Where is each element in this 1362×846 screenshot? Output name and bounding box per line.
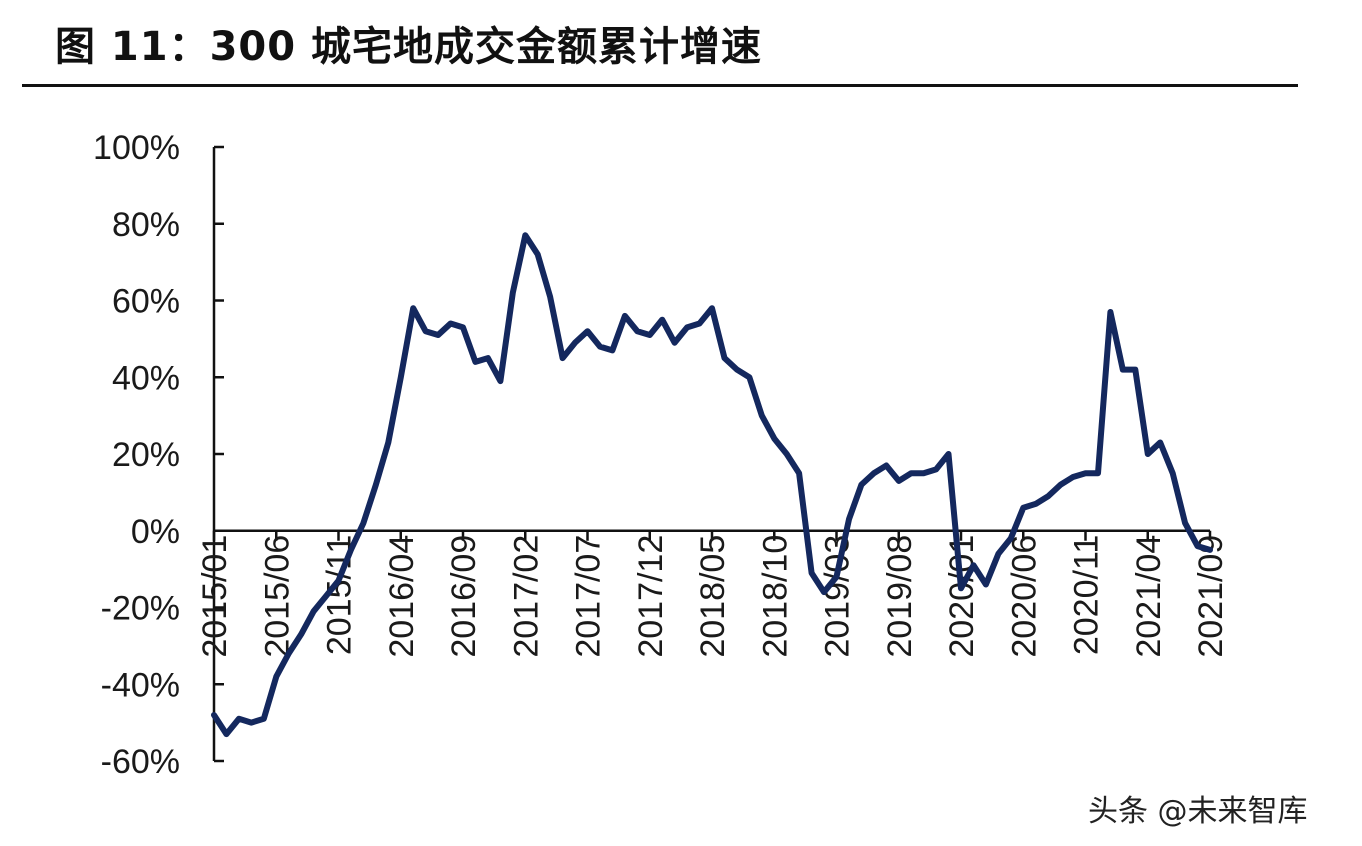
y-tick-label: -20% [101,590,180,628]
y-tick-label: -40% [101,666,180,704]
y-tick-label: 100% [93,129,180,167]
x-tick-label: 2015/01 [196,535,234,658]
x-tick-label: 2017/12 [632,535,670,658]
y-tick-label: -60% [101,743,180,781]
y-tick-label: 20% [112,436,180,474]
watermark: 头条 @未来智库 [1088,794,1308,829]
x-tick-label: 2015/06 [258,535,296,658]
x-tick-label: 2020/11 [1068,535,1106,655]
series-line-group [211,232,1213,738]
x-tick-label: 2019/03 [819,535,857,658]
x-tick-label: 2020/01 [943,535,981,658]
figure-title: 图 11：300 城宅地成交金额累计增速 [55,24,763,70]
x-tick-label: 2016/04 [383,535,421,658]
title-rule [22,84,1298,87]
y-tick-label: 60% [112,283,180,321]
x-axis: 2015/01 2015/06 2015/11 2016/04 2016/09 2017/… [196,529,1230,658]
y-tick-label: 80% [112,206,180,244]
x-tick-label: 2018/05 [694,535,732,658]
x-tick-label: 2020/06 [1005,535,1043,658]
x-tick-label: 2019/08 [881,535,919,658]
x-tick-label: 2017/02 [507,535,545,658]
x-tick-label: 2021/04 [1130,535,1168,658]
y-tick-label: 0% [131,513,180,551]
x-tick-label: 2016/09 [445,535,483,658]
y-axis: 100% 80% 60% 40% 20% 0% -20% -40% -60% [93,129,224,781]
x-tick-label: 2021/09 [1192,535,1230,658]
x-tick-label: 2018/10 [756,535,794,658]
y-tick-label: 40% [112,359,180,397]
x-tick-label: 2017/07 [570,535,608,658]
